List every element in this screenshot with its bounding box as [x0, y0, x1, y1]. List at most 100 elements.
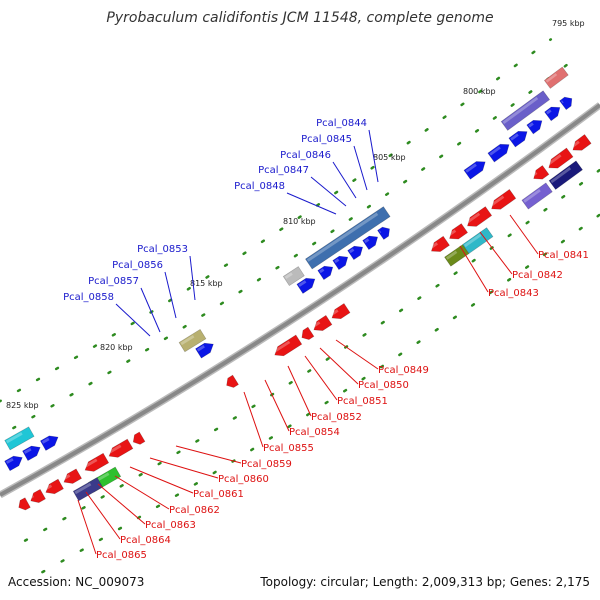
reverse-leader-1 — [509, 214, 539, 255]
feature-navy-2-highlight — [550, 166, 572, 184]
reverse-leader-6 — [304, 355, 338, 401]
forward-cds-8-highlight — [349, 248, 355, 254]
reverse-cds-12-shape — [331, 303, 351, 320]
reverse-cds-13 — [429, 235, 450, 252]
reverse-leader-12 — [129, 466, 194, 494]
reverse-cds-7-highlight — [131, 437, 134, 441]
forward-cds-2-shape — [22, 445, 41, 462]
reverse-cds-12-highlight — [330, 309, 339, 316]
forward-cds-16-shape — [559, 96, 573, 111]
reverse-gene-label-15: Pcal_0864 — [120, 535, 171, 546]
feature-navy-1 — [72, 477, 104, 502]
reverse-gene-label-10: Pcal_0859 — [241, 459, 292, 470]
reverse-cds-1 — [17, 497, 31, 511]
forward-cds-3-shape — [39, 435, 59, 451]
forward-cds-13-highlight — [510, 133, 519, 141]
forward-gene-label-5: Pcal_0848 — [234, 181, 285, 192]
forward-gene-label-6: Pcal_0853 — [137, 244, 188, 255]
backbone — [0, 103, 600, 497]
forward-cds-4-shape — [195, 342, 214, 359]
reverse-cds-18-highlight — [546, 154, 562, 166]
reverse-leader-14 — [97, 483, 146, 525]
reverse-cds-9-shape — [274, 334, 303, 357]
feature-purple-1-highlight — [502, 96, 539, 124]
feature-olive-1-shape — [178, 328, 207, 353]
forward-cds-16 — [559, 96, 573, 111]
reverse-cds-17-shape — [533, 165, 550, 180]
forward-cds-9-shape — [362, 235, 379, 251]
forward-cds-12-highlight — [489, 146, 501, 156]
reverse-cds-14 — [447, 223, 469, 240]
scale-label-1: 795 kbp — [552, 19, 585, 28]
forward-leader-1 — [368, 129, 379, 183]
feature-violet-1-highlight — [523, 188, 541, 203]
forward-cds-9-highlight — [364, 238, 370, 244]
forward-cds-9 — [362, 235, 379, 251]
reverse-cds-4 — [62, 468, 83, 484]
reverse-gene-label-16: Pcal_0865 — [96, 550, 147, 561]
scale-label-2: 800 kbp — [463, 87, 496, 96]
forward-leader-7 — [164, 271, 177, 319]
feature-salmon-1-shape — [543, 66, 569, 89]
feature-cyan-1-shape — [4, 426, 35, 451]
reverse-cds-8-shape — [226, 374, 239, 388]
reverse-cds-15-highlight — [465, 212, 481, 224]
reverse-cds-7-shape — [132, 431, 146, 445]
forward-cds-8 — [347, 245, 364, 261]
reverse-cds-4-shape — [63, 468, 83, 484]
reverse-gene-label-6: Pcal_0851 — [337, 396, 388, 407]
forward-cds-2 — [22, 445, 41, 462]
reverse-cds-3-shape — [45, 478, 64, 495]
reverse-cds-11-shape — [313, 314, 333, 331]
reverse-gene-label-4: Pcal_0849 — [378, 365, 429, 376]
feature-violet-1-shape — [521, 182, 553, 210]
reverse-cds-6-shape — [108, 438, 134, 458]
reverse-cds-5 — [83, 452, 110, 472]
feature-blue-1-highlight — [306, 212, 379, 262]
reverse-leader-8 — [264, 379, 290, 432]
forward-cds-12-shape — [487, 143, 510, 163]
reverse-cds-14-shape — [449, 223, 469, 240]
reverse-cds-2-shape — [30, 488, 46, 503]
reverse-leader-2 — [479, 231, 513, 275]
forward-cds-15 — [544, 106, 561, 122]
reverse-cds-4-highlight — [62, 474, 71, 481]
forward-cds-11-shape — [463, 161, 486, 180]
reverse-gene-label-14: Pcal_0863 — [145, 520, 196, 531]
reverse-cds-13-highlight — [429, 242, 439, 250]
forward-gene-label-1: Pcal_0844 — [316, 118, 367, 129]
reverse-leader-16 — [77, 499, 97, 555]
reverse-cds-15 — [465, 206, 493, 227]
forward-leader-6 — [189, 255, 196, 301]
forward-cds-5-shape — [296, 277, 316, 294]
scale-label-5: 815 kbp — [190, 279, 223, 288]
feature-purple-1 — [500, 90, 551, 131]
map-title: Pyrobaculum calidifontis JCM 11548, comp… — [106, 10, 494, 26]
forward-cds-13-shape — [508, 130, 528, 148]
genome-summary-text: Topology: circular; Length: 2,009,313 bp… — [260, 575, 590, 589]
reverse-leader-3 — [459, 245, 489, 293]
reverse-cds-13-shape — [431, 235, 450, 252]
forward-cds-6-shape — [317, 265, 334, 281]
reverse-cds-19-highlight — [571, 140, 580, 149]
forward-cds-10-highlight — [378, 230, 382, 233]
reverse-gene-label-5: Pcal_0850 — [358, 380, 409, 391]
tick-ring-4 — [0, 38, 553, 403]
forward-cds-1-highlight — [5, 457, 14, 464]
forward-gene-label-2: Pcal_0845 — [301, 134, 352, 145]
feature-salmon-1 — [543, 66, 569, 89]
reverse-cds-11 — [312, 314, 333, 331]
reverse-cds-19-shape — [572, 134, 592, 151]
reverse-cds-15-shape — [467, 206, 493, 227]
reverse-cds-9 — [273, 334, 303, 357]
tick-ring-1 — [41, 212, 600, 574]
feature-purple-1-shape — [500, 90, 551, 131]
reverse-gene-label-8: Pcal_0854 — [289, 427, 340, 438]
forward-cds-8-shape — [347, 245, 364, 261]
forward-gene-label-7: Pcal_0856 — [112, 260, 163, 271]
reverse-cds-8-highlight — [225, 380, 228, 384]
tick-ring-2 — [23, 168, 600, 542]
forward-leader-2 — [353, 145, 368, 191]
forward-gene-label-9: Pcal_0858 — [63, 292, 114, 303]
forward-leader-5 — [286, 192, 337, 215]
